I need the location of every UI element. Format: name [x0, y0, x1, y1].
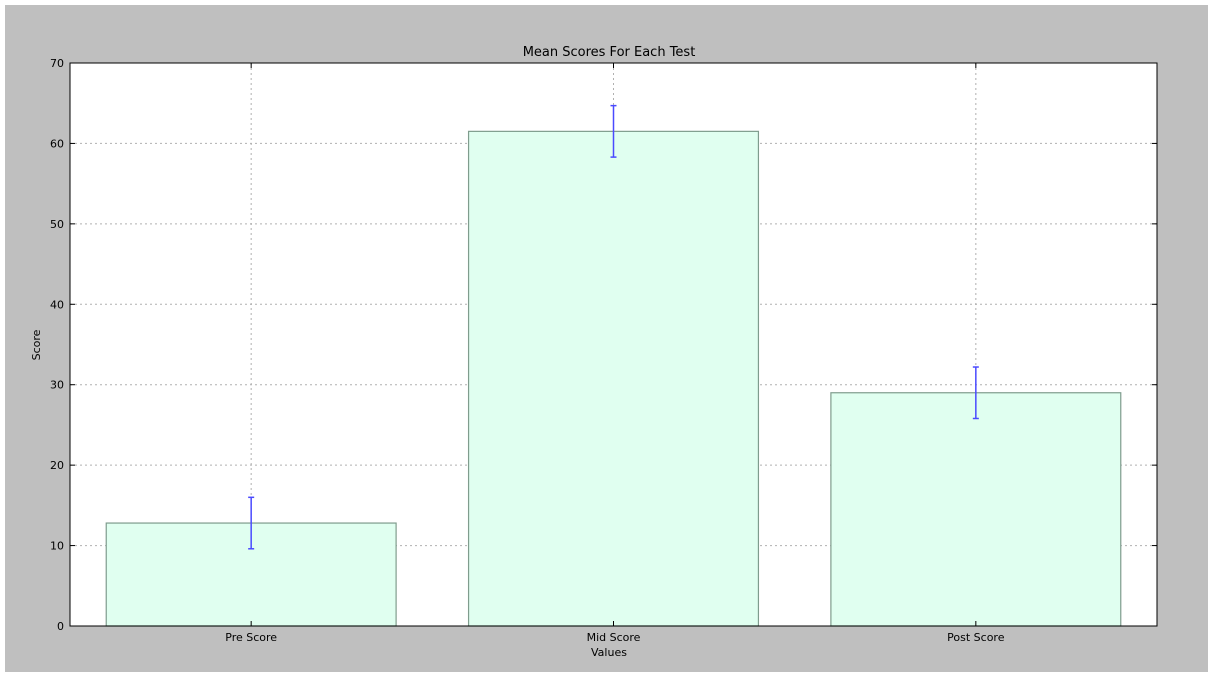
y-tick-label: 10 — [50, 540, 64, 553]
x-axis-title: Values — [591, 646, 627, 659]
y-tick-label: 70 — [50, 57, 64, 70]
y-axis-title: Score — [30, 329, 43, 360]
y-tick-label: 30 — [50, 379, 64, 392]
y-tick-label: 50 — [50, 218, 64, 231]
y-tick-label: 40 — [50, 298, 64, 311]
y-tick-label: 0 — [57, 620, 64, 633]
bar-post-score — [830, 392, 1122, 627]
y-tick-label: 20 — [50, 459, 64, 472]
x-tick-label: Mid Score — [587, 631, 641, 644]
y-tick-label: 60 — [50, 137, 64, 150]
error-bars — [248, 104, 979, 550]
y-axis-ticks: 0 10 20 30 40 50 60 70 — [50, 57, 1157, 633]
x-tick-label: Pre Score — [225, 631, 277, 644]
x-tick-label: Post Score — [947, 631, 1005, 644]
x-axis-ticks: Pre Score Mid Score Post Score — [225, 63, 1005, 644]
bar-chart: Mean Scores For Each Test 0 10 20 30 40 50 60 7… — [30, 45, 1158, 659]
chart-title: Mean Scores For Each Test — [523, 45, 696, 60]
figure-background: Mean Scores For Each Test 0 10 20 30 40 50 60 7… — [5, 5, 1208, 672]
bars — [105, 130, 1122, 627]
bar-mid-score — [467, 130, 760, 627]
